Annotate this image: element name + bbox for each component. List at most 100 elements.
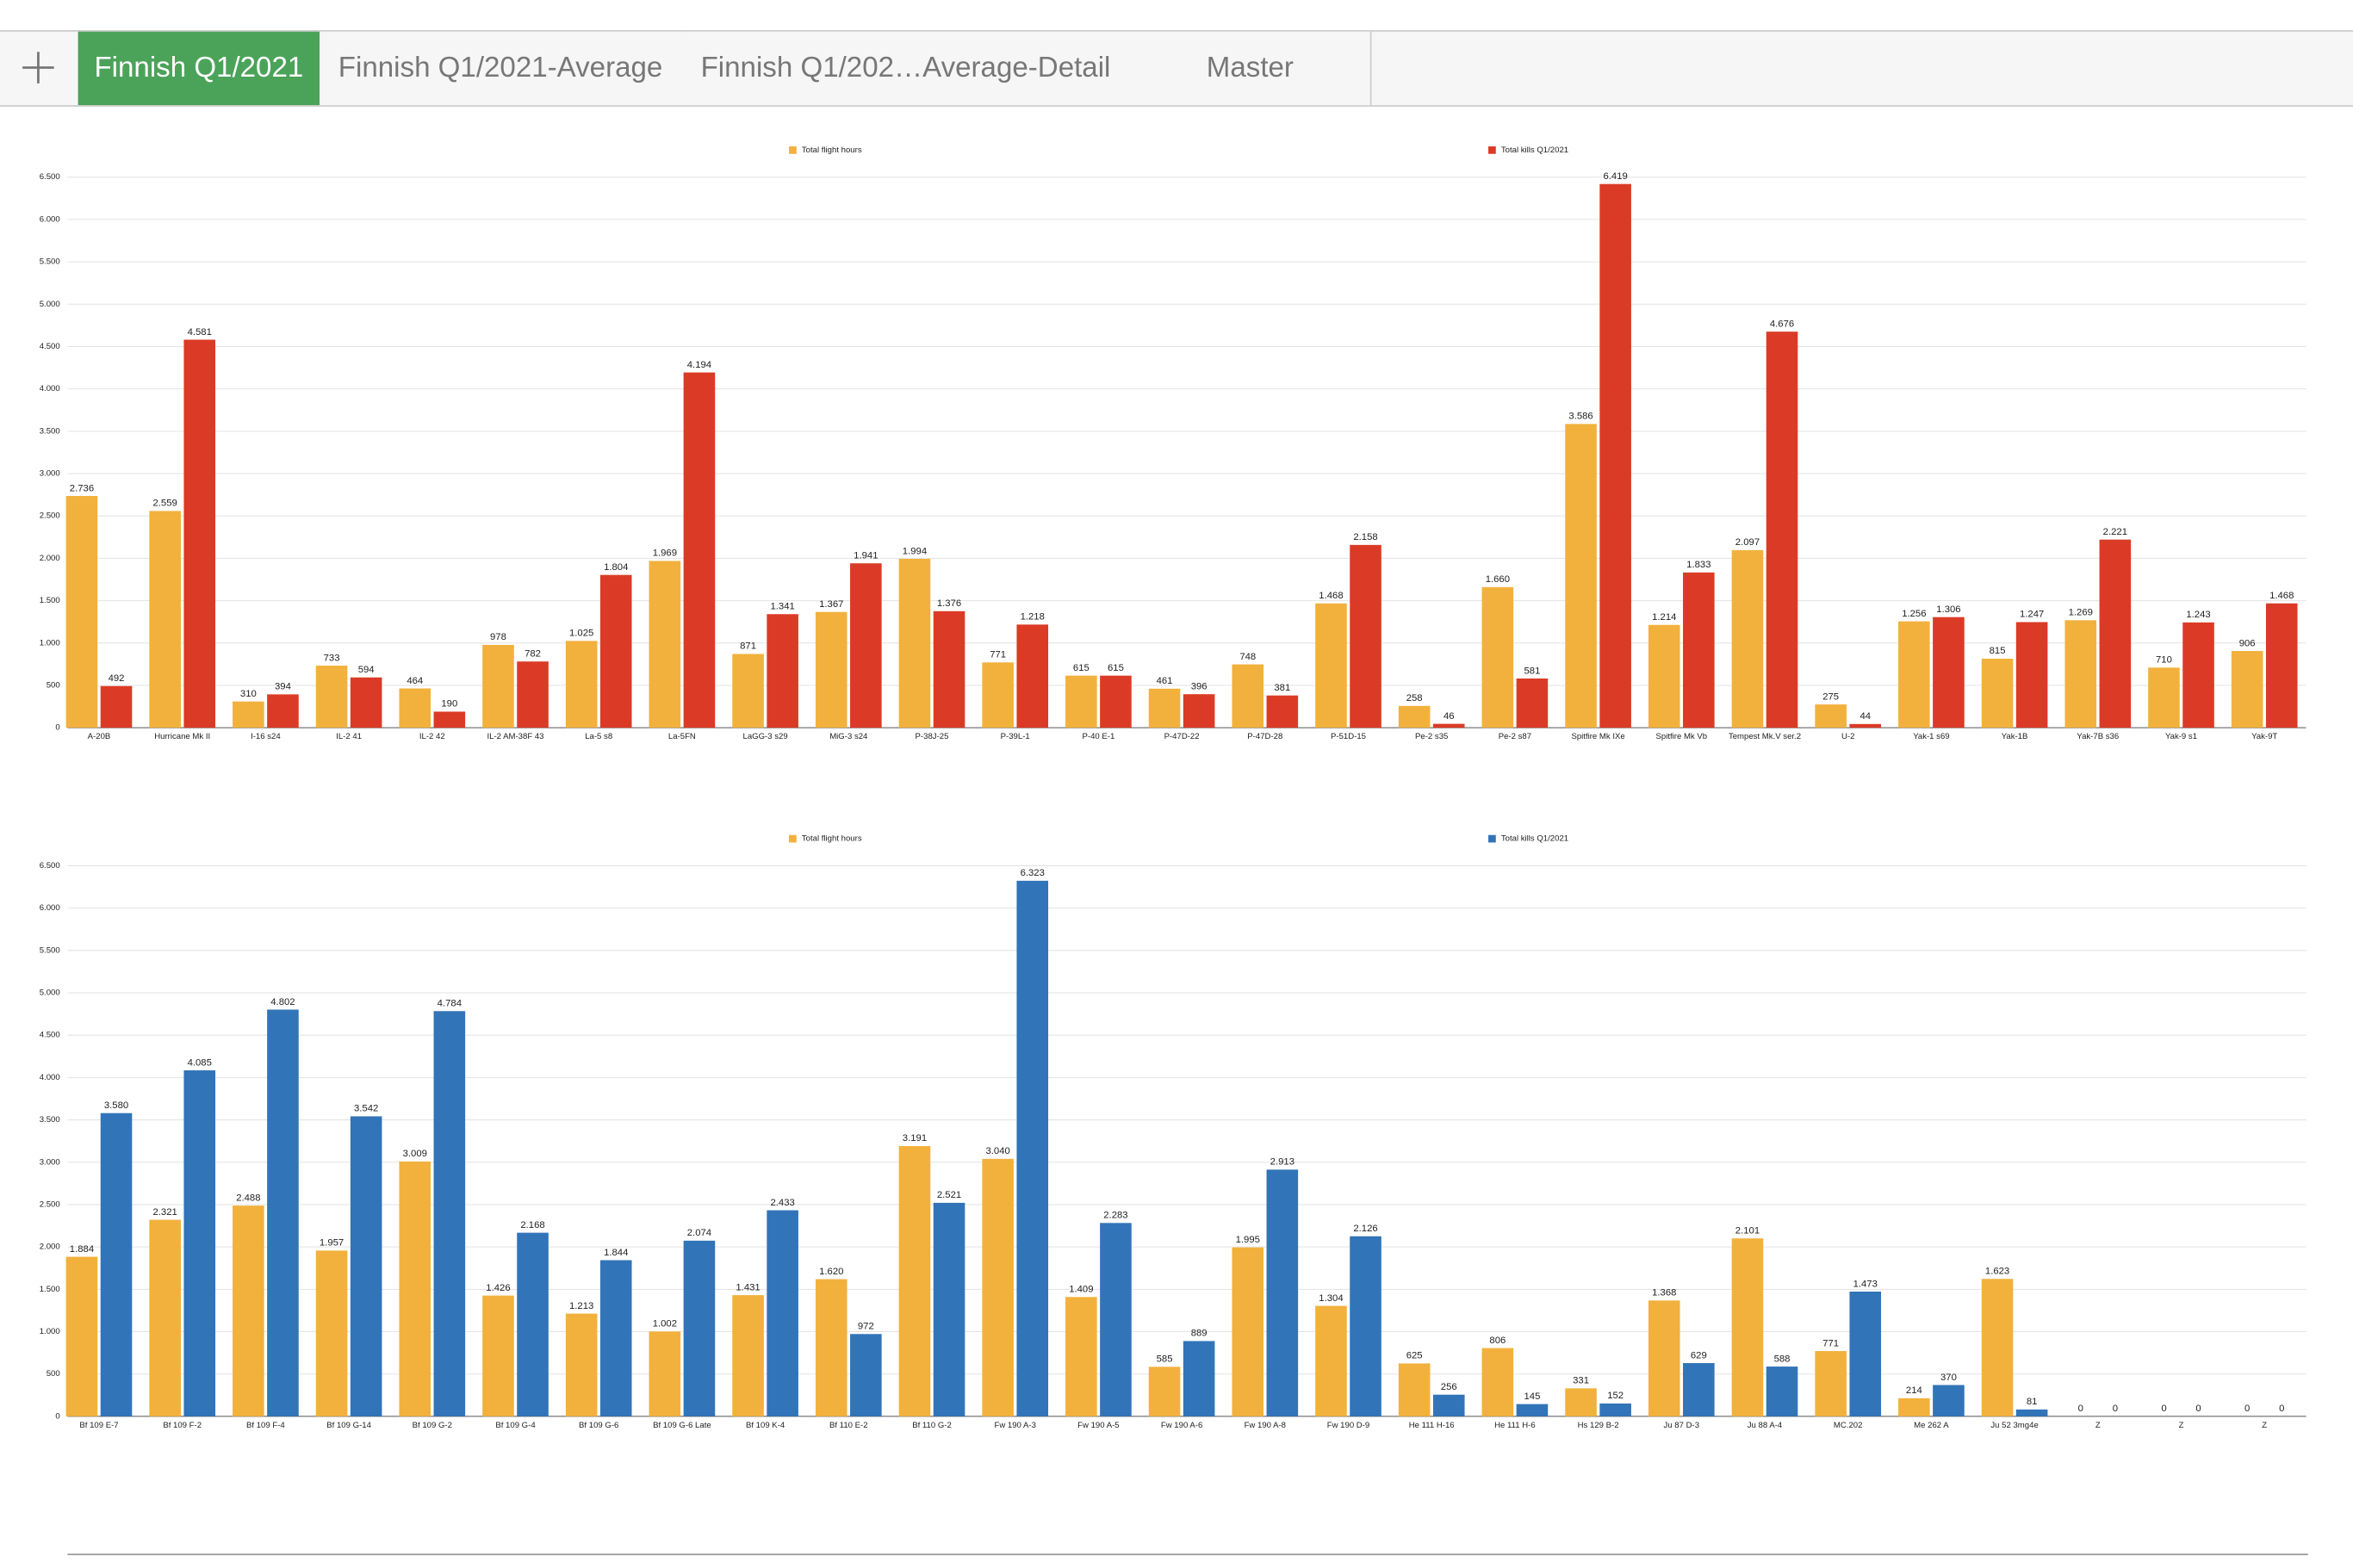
bar <box>1599 183 1631 728</box>
bar <box>599 1260 632 1416</box>
sheet-tab[interactable]: Finnish Q1/202…Average-Detail <box>681 31 1132 106</box>
data-label: 1.431 <box>736 1282 760 1292</box>
tab-background <box>320 31 682 106</box>
data-label: 2.521 <box>937 1190 961 1200</box>
bar <box>683 372 716 728</box>
y-tick-label: 2.500 <box>40 511 60 521</box>
x-tick-label: P-47D-22 <box>1164 732 1200 741</box>
x-tick-label: Bf 109 G-6 Late <box>653 1421 711 1430</box>
x-tick-label: Pe-2 s87 <box>1499 732 1531 741</box>
bar <box>1100 1223 1132 1416</box>
x-tick-label: Bf 109 G-4 <box>495 1421 536 1430</box>
data-label: 396 <box>1191 681 1208 691</box>
data-label: 1.213 <box>569 1301 593 1311</box>
data-label: 214 <box>1906 1385 1922 1396</box>
data-label: 2.913 <box>1270 1157 1294 1168</box>
bar <box>1232 1247 1264 1416</box>
bar <box>1648 624 1680 728</box>
bar <box>350 677 382 728</box>
x-tick-label: IL-2 41 <box>336 732 362 741</box>
data-label: 1.941 <box>854 550 878 561</box>
y-tick-label: 4.500 <box>40 342 60 351</box>
data-label: 1.409 <box>1069 1285 1093 1295</box>
data-label: 1.376 <box>937 598 961 609</box>
y-tick-label: 5.000 <box>40 989 60 998</box>
bar <box>183 339 216 728</box>
legend-swatch <box>1488 146 1496 154</box>
x-tick-label: U-2 <box>1841 732 1854 741</box>
bar <box>2182 622 2214 728</box>
sheet-tab[interactable]: Finnish Q1/2021 <box>78 31 321 106</box>
bar <box>1481 1348 1514 1416</box>
x-tick-label: P-38J-25 <box>916 732 949 741</box>
data-label: 0 <box>2244 1404 2250 1414</box>
sheet-tab[interactable]: Master <box>1129 31 1372 106</box>
bar <box>399 688 431 728</box>
y-tick-label: 3.000 <box>40 469 60 479</box>
x-tick-label: P-39L-1 <box>1001 732 1030 741</box>
y-tick-label: 6.500 <box>40 861 60 871</box>
data-label: 2.559 <box>153 499 177 509</box>
data-label: 2.488 <box>236 1193 260 1203</box>
data-label: 461 <box>1157 676 1173 686</box>
x-tick-label: Spitfire Mk IXe <box>1571 732 1624 741</box>
y-tick-label: 500 <box>47 1369 60 1379</box>
bar <box>1516 1404 1549 1416</box>
bar <box>100 1112 133 1416</box>
y-tick-label: 1.500 <box>40 596 60 605</box>
bar <box>1648 1300 1680 1416</box>
data-label: 81 <box>2027 1397 2038 1407</box>
bar <box>1148 1367 1181 1416</box>
y-tick-label: 3.500 <box>40 1115 60 1125</box>
bar <box>1565 1388 1597 1416</box>
bar <box>1565 424 1597 728</box>
bar <box>1100 675 1132 728</box>
legend-label: Total kills Q1/2021 <box>1501 146 1568 155</box>
x-tick-label: MiG-3 s24 <box>829 732 868 741</box>
data-label: 46 <box>1443 711 1455 722</box>
x-tick-label: Fw 190 A-5 <box>1077 1421 1119 1430</box>
data-label: 710 <box>2156 655 2172 666</box>
data-label: 464 <box>407 676 423 686</box>
y-tick-label: 500 <box>47 681 60 691</box>
data-label: 1.468 <box>1319 591 1343 601</box>
sheet-tab[interactable]: Finnish Q1/2021-Average <box>320 31 683 106</box>
y-tick-label: 1.000 <box>40 638 60 648</box>
data-label: 815 <box>1990 646 2006 656</box>
bar <box>1481 586 1514 728</box>
bar <box>1683 572 1715 728</box>
data-label: 1.218 <box>1021 612 1045 623</box>
chart: 0 500 1.000 1.500 2.000 2.500 3.000 3.500 4.000 4… <box>40 834 2306 1430</box>
x-tick-label: Z <box>2262 1421 2267 1430</box>
data-label: 1.256 <box>1902 609 1926 619</box>
x-tick-label: P-51D-15 <box>1331 732 1366 741</box>
x-tick-label: Spitfire Mk Vb <box>1655 732 1707 741</box>
bar <box>815 1279 847 1416</box>
data-label: 1.844 <box>604 1248 628 1258</box>
bar <box>433 711 466 728</box>
data-label: 381 <box>1274 683 1290 693</box>
data-label: 2.158 <box>1353 532 1377 542</box>
add-sheet-button[interactable] <box>22 52 54 84</box>
data-label: 2.074 <box>687 1228 711 1238</box>
x-tick-label: Ju 52 3mg4e <box>1990 1421 2038 1430</box>
data-label: 0 <box>2113 1404 2118 1414</box>
y-tick-label: 4.500 <box>40 1031 60 1040</box>
bar <box>599 574 632 728</box>
data-label: 1.995 <box>1236 1235 1260 1245</box>
data-label: 771 <box>1822 1338 1839 1348</box>
data-label: 0 <box>2161 1404 2166 1414</box>
data-label: 1.243 <box>2186 610 2210 620</box>
x-tick-label: Yak-1B <box>2002 732 2028 741</box>
bar <box>1350 544 1381 728</box>
data-label: 2.433 <box>770 1198 794 1208</box>
data-label: 1.269 <box>2069 608 2093 618</box>
data-label: 1.804 <box>604 562 628 573</box>
y-tick-label: 0 <box>55 723 59 733</box>
data-label: 4.085 <box>188 1057 212 1068</box>
x-tick-label: Bf 110 E-2 <box>829 1421 868 1430</box>
bar <box>683 1240 716 1416</box>
y-tick-label: 6.000 <box>40 214 60 224</box>
x-tick-label: I-16 s24 <box>251 732 281 741</box>
